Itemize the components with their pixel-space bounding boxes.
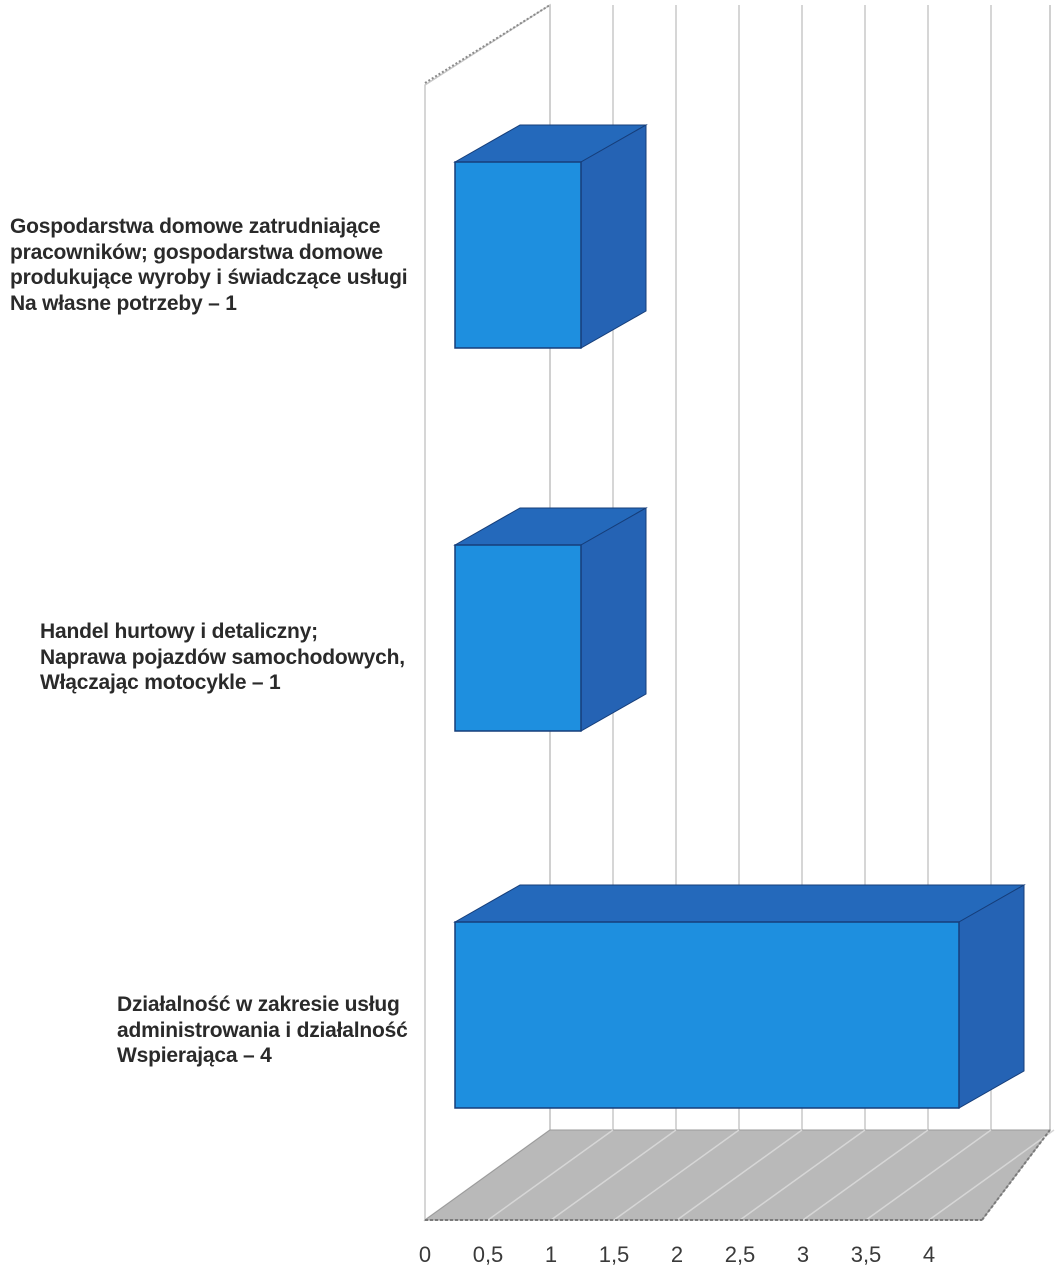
- bars: [453, 124, 1026, 1109]
- x-axis-tick-labels: 0 0,5 1 1,5 2 2,5 3 3,5 4: [419, 1242, 935, 1267]
- bar: [453, 124, 648, 349]
- floor-right-edge: [981, 1129, 1051, 1221]
- category-label: Działalność w zakresie usług administrowa…: [117, 992, 408, 1069]
- x-tick-label: 3,5: [851, 1242, 882, 1267]
- bar-front-face: [454, 161, 582, 349]
- bar: [453, 884, 1026, 1109]
- bar-side-face: [958, 884, 1025, 1109]
- category-label-line: Handel hurtowy i detaliczny;: [40, 620, 318, 643]
- bar-side-face: [580, 507, 647, 732]
- floor-gridline: [739, 1129, 866, 1221]
- category-label-line: Naprawa pojazdów samochodowych,: [40, 645, 405, 669]
- x-tick-label: 2: [671, 1242, 683, 1267]
- category-label: Handel hurtowy i detaliczny; Naprawa poja…: [40, 619, 405, 696]
- left-wall-top-edge: [424, 4, 551, 84]
- category-label: Gospodarstwa domowe zatrudniające pracown…: [10, 214, 408, 316]
- category-label-line: produkujące wyroby i świadczące usługi: [10, 266, 408, 290]
- category-label-line: Na własne potrzeby – 1: [10, 291, 237, 315]
- bar-side-face: [580, 124, 647, 349]
- x-tick-label: 4: [923, 1242, 935, 1267]
- category-label-line: pracowników; gospodarstwa domowe: [10, 240, 383, 264]
- floor-gridline: [928, 1129, 1055, 1221]
- bar-front-face: [454, 544, 582, 732]
- x-tick-label: 1,5: [599, 1242, 630, 1267]
- floor-gridline: [865, 1129, 992, 1221]
- x-tick-label: 2,5: [725, 1242, 756, 1267]
- category-label-line: Wspierająca – 4: [117, 1044, 272, 1068]
- category-label-line: Włączając motocykle – 1: [40, 671, 281, 695]
- floor-gridline: [676, 1129, 803, 1221]
- bar-front-face: [454, 921, 960, 1109]
- x-tick-label: 0: [419, 1242, 431, 1267]
- floor-gridline: [550, 1129, 677, 1221]
- floor-plane: [423, 1129, 1052, 1221]
- floor-gridline: [487, 1129, 614, 1221]
- category-label-line: Gospodarstwa domowe zatrudniające: [10, 215, 381, 238]
- floor-gridline: [613, 1129, 740, 1221]
- category-label-line: Działalność w zakresie usług: [117, 993, 400, 1016]
- floor-gridline: [802, 1129, 929, 1221]
- bar-top-face: [453, 884, 1026, 923]
- bar: [453, 507, 648, 732]
- category-label-line: administrowania i działalność: [117, 1018, 408, 1042]
- x-tick-label: 0,5: [473, 1242, 504, 1267]
- x-tick-label: 3: [797, 1242, 809, 1267]
- x-tick-label: 1: [545, 1242, 557, 1267]
- chart-floor: [423, 1129, 1055, 1221]
